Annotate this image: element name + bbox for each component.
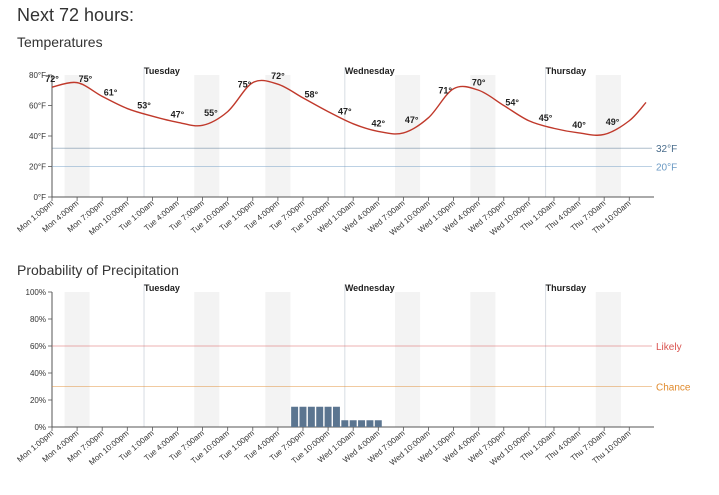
precip-night-band — [395, 292, 421, 427]
temperature-value-label: 40° — [572, 120, 586, 130]
temp-night-band — [64, 75, 90, 197]
precipitation-bar — [324, 406, 332, 427]
precip-y-tick-label: 20% — [30, 396, 46, 405]
precip-y-tick-label: 100% — [26, 288, 46, 297]
temperature-value-label: 54° — [505, 98, 519, 108]
precip-day-label: Wednesday — [345, 283, 395, 293]
precip-y-tick-label: 60% — [30, 342, 46, 351]
precipitation-bar — [349, 420, 357, 427]
temperature-value-label: 61° — [104, 87, 118, 97]
precip-night-band — [595, 292, 621, 427]
temp-day-label: Wednesday — [345, 66, 395, 76]
temperature-value-label: 70° — [472, 77, 486, 87]
precip-y-tick-label: 0% — [34, 423, 46, 432]
temp-y-tick-label: 20°F — [29, 163, 46, 172]
temperature-value-label: 42° — [371, 118, 385, 128]
temperature-chart-title: Temperatures — [17, 34, 103, 50]
temperature-value-label: 75° — [238, 79, 252, 89]
temperature-line — [51, 79, 647, 136]
precipitation-bar — [358, 420, 366, 427]
temperature-value-label: 47° — [338, 107, 352, 117]
precipitation-chart: 0% 20% 40% 60% 80% 100% Tuesday Wednesday Thursd… — [15, 283, 690, 467]
precip-reference-label: Likely — [656, 342, 682, 353]
temperature-value-label: 75° — [79, 74, 93, 84]
temp-night-band — [595, 75, 621, 197]
temperature-value-label: 55° — [204, 108, 218, 118]
temp-day-label: Thursday — [546, 66, 587, 76]
temp-y-tick-label: 80°F — [29, 71, 46, 80]
temperature-value-label: 53° — [137, 101, 151, 111]
precipitation-bar — [332, 406, 340, 427]
precip-day-label: Thursday — [546, 283, 587, 293]
precipitation-bar — [341, 420, 349, 427]
temp-day-label: Tuesday — [144, 66, 180, 76]
precip-reference-label: Chance — [656, 383, 691, 394]
temp-reference-label: 20°F — [656, 163, 677, 174]
page-title: Next 72 hours: — [17, 5, 135, 25]
temp-night-band — [470, 75, 496, 197]
precipitation-chart-title: Probability of Precipitation — [17, 262, 179, 278]
precip-day-label: Tuesday — [144, 283, 180, 293]
temp-night-band — [265, 75, 291, 197]
temperature-value-label: 49° — [606, 117, 620, 127]
precip-night-band — [265, 292, 291, 427]
temp-y-tick-label: 60°F — [29, 102, 46, 111]
temperature-value-label: 72° — [45, 74, 59, 84]
precipitation-bar — [366, 420, 374, 427]
precip-night-band — [64, 292, 90, 427]
temperature-value-label: 58° — [305, 89, 319, 99]
temp-reference-label: 32°F — [656, 144, 677, 155]
temperature-value-label: 47° — [405, 115, 419, 125]
precipitation-bar — [299, 406, 307, 427]
temp-night-band — [395, 75, 421, 197]
temperature-chart: 0°F 20°F 40°F 60°F 80°F Tuesday Wednesday Thurs… — [15, 66, 677, 237]
temperature-value-label: 47° — [171, 109, 185, 119]
precipitation-bar — [291, 406, 299, 427]
temp-y-tick-label: 40°F — [29, 132, 46, 141]
temperature-value-label: 72° — [271, 71, 285, 81]
precip-y-tick-label: 80% — [30, 315, 46, 324]
precip-night-band — [194, 292, 220, 427]
temp-night-band — [194, 75, 220, 197]
precipitation-bar — [307, 406, 315, 427]
precip-y-tick-label: 40% — [30, 369, 46, 378]
precip-night-band — [470, 292, 496, 427]
temperature-value-label: 71° — [438, 85, 452, 95]
precipitation-bar — [316, 406, 324, 427]
temperature-value-label: 45° — [539, 113, 553, 123]
temp-y-tick-label: 0°F — [33, 193, 46, 202]
precipitation-bar — [374, 420, 382, 427]
